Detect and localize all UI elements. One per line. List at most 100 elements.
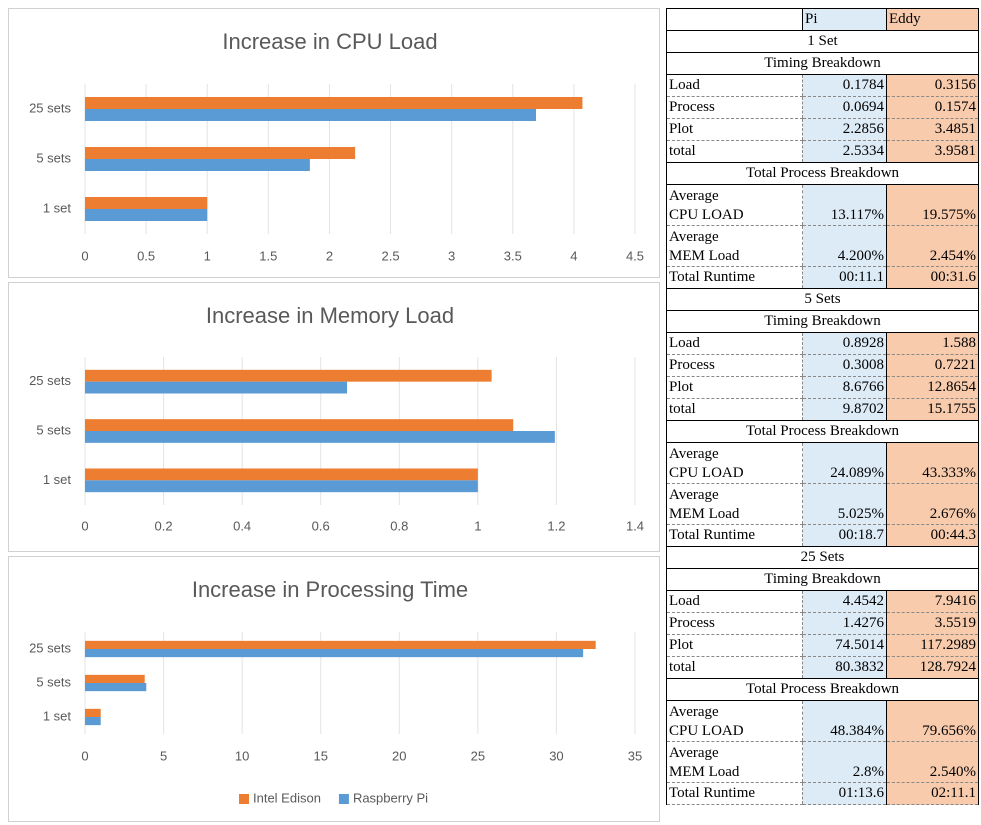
section-title-row: 5 Sets	[666, 288, 979, 311]
pi-value: 2.8%	[802, 741, 887, 783]
data-row: Total Runtime 01:13.6 02:11.1	[666, 782, 979, 805]
data-row: Total Runtime 00:18.7 00:44.3	[666, 524, 979, 547]
chart: Increase in Processing Time 0 5 10 15 20 25 30 3…	[8, 556, 660, 822]
row-label: Process	[666, 96, 803, 119]
pi-value: 1.4276	[802, 612, 887, 635]
pi-value: 8.6766	[802, 376, 887, 399]
x-tick-label: 0.4	[233, 518, 251, 533]
bar	[85, 480, 478, 493]
x-tick-label: 3	[448, 248, 455, 263]
pi-value: 0.8928	[802, 332, 887, 355]
bar	[85, 381, 348, 394]
y-tick-label: 5 sets	[36, 150, 71, 165]
data-row: Total Runtime 00:11.1 00:31.6	[666, 266, 979, 289]
row-label: total	[666, 656, 803, 679]
row-label: Average MEM Load	[666, 741, 803, 783]
x-tick-label: 1.2	[547, 518, 565, 533]
row-label: Process	[666, 354, 803, 377]
x-tick-label: 15	[313, 748, 327, 763]
pi-value: 4.200%	[802, 225, 887, 267]
x-tick-label: 2.5	[382, 248, 400, 263]
y-tick-label: 5 sets	[36, 674, 71, 689]
subsection-title-row: Total Process Breakdown	[666, 420, 979, 443]
subsection-title-row: Total Process Breakdown	[666, 678, 979, 701]
pi-value: 24.089%	[802, 442, 887, 484]
x-tick-label: 35	[628, 748, 642, 763]
eddy-value: 12.8654	[886, 376, 979, 399]
spec-table: Pi Eddy 1 Set Timing Breakdown Load 0.1784 0.3…	[666, 8, 979, 805]
section-title: 5 Sets	[666, 288, 979, 311]
data-row: Average CPU LOAD 48.384% 79.656%	[666, 700, 979, 742]
bar	[85, 708, 101, 717]
x-tick-label: 0.2	[155, 518, 173, 533]
header-cell	[666, 8, 803, 31]
data-row: Process 0.3008 0.7221	[666, 354, 979, 377]
subsection-title: Total Process Breakdown	[666, 678, 979, 701]
row-label: Process	[666, 612, 803, 635]
x-tick-label: 30	[549, 748, 563, 763]
x-tick-label: 1.4	[626, 518, 644, 533]
bar	[85, 649, 584, 658]
eddy-value: 0.7221	[886, 354, 979, 377]
data-row: Load 0.8928 1.588	[666, 332, 979, 355]
section-title: 25 Sets	[666, 546, 979, 569]
bar	[85, 419, 514, 431]
subsection-title-row: Total Process Breakdown	[666, 162, 979, 185]
section-title-row: 25 Sets	[666, 546, 979, 569]
eddy-value: 2.454%	[886, 225, 979, 267]
y-tick-label: 1 set	[43, 200, 72, 215]
pi-value: 48.384%	[802, 700, 887, 742]
eddy-value: 1.588	[886, 332, 979, 355]
row-label: total	[666, 398, 803, 421]
data-row: Average MEM Load 4.200% 2.454%	[666, 225, 979, 267]
chart: Increase in CPU Load 0 0.5 1 1.5 2 2.5 3 3.5 4 4.5…	[8, 8, 660, 278]
bar	[85, 147, 356, 159]
subsection-title-row: Timing Breakdown	[666, 52, 979, 75]
eddy-value: 7.9416	[886, 590, 979, 613]
eddy-value: 0.3156	[886, 74, 979, 97]
bar	[85, 640, 596, 649]
row-label: Average CPU LOAD	[666, 442, 803, 484]
bar	[85, 468, 478, 481]
subsection-title: Timing Breakdown	[666, 568, 979, 591]
eddy-value: 0.1574	[886, 96, 979, 119]
section-title: 1 Set	[666, 30, 979, 53]
x-tick-label: 0	[81, 248, 88, 263]
bar	[85, 683, 147, 692]
eddy-value: 3.9581	[886, 140, 979, 163]
data-row: Process 0.0694 0.1574	[666, 96, 979, 119]
x-tick-label: 1.5	[259, 248, 277, 263]
data-row: Load 4.4542 7.9416	[666, 590, 979, 613]
data-row: Average CPU LOAD 13.117% 19.575%	[666, 184, 979, 226]
eddy-value: 19.575%	[886, 184, 979, 226]
x-tick-label: 0	[81, 518, 88, 533]
data-row: Average CPU LOAD 24.089% 43.333%	[666, 442, 979, 484]
bar	[85, 717, 101, 726]
eddy-value: 02:11.1	[886, 782, 979, 805]
bar	[85, 431, 555, 443]
pi-value: 01:13.6	[802, 782, 887, 805]
row-label: Plot	[666, 118, 803, 141]
header-row: Pi Eddy	[666, 8, 979, 31]
chart: Increase in Memory Load 0 0.2 0.4 0.6 0.8 1 1.2…	[8, 282, 660, 552]
eddy-value: 15.1755	[886, 398, 979, 421]
x-tick-label: 0.5	[137, 248, 155, 263]
y-tick-label: 25 sets	[29, 100, 71, 115]
x-tick-label: 0	[81, 748, 88, 763]
pi-value: 4.4542	[802, 590, 887, 613]
y-tick-label: 25 sets	[29, 373, 71, 388]
pi-value: 0.0694	[802, 96, 887, 119]
pi-value: 0.1784	[802, 74, 887, 97]
eddy-value: 43.333%	[886, 442, 979, 484]
x-tick-label: 5	[160, 748, 167, 763]
bar	[85, 674, 145, 683]
x-tick-label: 1	[474, 518, 481, 533]
eddy-value: 3.4851	[886, 118, 979, 141]
row-label: Total Runtime	[666, 782, 803, 805]
pi-value: 13.117%	[802, 184, 887, 226]
row-label: total	[666, 140, 803, 163]
row-label: Average CPU LOAD	[666, 184, 803, 226]
row-label: Plot	[666, 634, 803, 657]
subsection-title: Total Process Breakdown	[666, 162, 979, 185]
header-cell: Eddy	[886, 8, 979, 31]
